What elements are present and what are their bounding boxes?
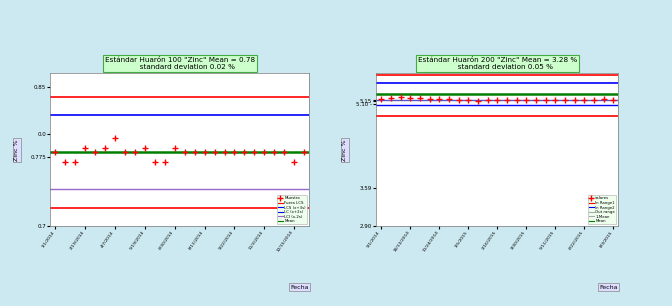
Point — [472, 98, 483, 103]
Point — [269, 150, 280, 155]
Point — [589, 97, 599, 102]
Point — [531, 97, 542, 102]
Point — [149, 159, 160, 164]
Point — [239, 150, 250, 155]
Point — [453, 97, 464, 102]
Point — [140, 145, 151, 150]
Point — [521, 98, 532, 103]
Point — [482, 98, 493, 103]
Point — [130, 150, 140, 155]
Point — [405, 95, 415, 100]
Title: Estándar Huarón 100 "Zinc" Mean = 0.78
       standard deviation 0.02 %: Estándar Huarón 100 "Zinc" Mean = 0.78 s… — [105, 57, 255, 70]
Point — [386, 95, 396, 100]
Point — [249, 150, 260, 155]
Point — [200, 150, 210, 155]
Point — [299, 150, 310, 155]
Point — [190, 150, 200, 155]
Point — [569, 97, 580, 102]
Point — [50, 150, 60, 155]
Text: Zinc %: Zinc % — [342, 139, 347, 161]
Text: Zinc %: Zinc % — [14, 139, 19, 161]
Point — [80, 145, 91, 150]
Legend: valores, In Range1, In Range2, Out range, 1-Mean, Mean: valores, In Range1, In Range2, Out range… — [588, 195, 616, 225]
Point — [110, 136, 120, 141]
Point — [376, 97, 386, 102]
Point — [415, 96, 425, 101]
Point — [540, 97, 551, 102]
Point — [120, 150, 130, 155]
Point — [550, 98, 560, 103]
Point — [511, 98, 522, 103]
Legend: Muestra, Fuera LCS, LCS (x+3s), LC (x+2s), LCI (x-2s), Mean: Muestra, Fuera LCS, LCS (x+3s), LC (x+2s… — [277, 195, 307, 225]
Point — [169, 145, 180, 150]
Text: Fecha: Fecha — [599, 285, 618, 289]
Point — [60, 159, 71, 164]
Point — [434, 96, 445, 101]
Point — [492, 98, 503, 103]
Point — [179, 150, 190, 155]
Point — [90, 150, 101, 155]
Point — [501, 98, 512, 103]
Point — [444, 97, 454, 102]
Point — [70, 159, 81, 164]
Point — [579, 97, 590, 102]
Point — [159, 159, 170, 164]
Point — [279, 150, 290, 155]
Point — [219, 150, 230, 155]
Point — [463, 98, 474, 103]
Point — [229, 150, 240, 155]
Title: Estándar Huarón 200 "Zinc" Mean = 3.28 %
       standard deviation 0.05 %: Estándar Huarón 200 "Zinc" Mean = 3.28 %… — [418, 57, 577, 70]
Point — [99, 145, 110, 150]
Point — [560, 98, 571, 103]
Point — [608, 97, 619, 102]
Point — [209, 150, 220, 155]
Point — [598, 97, 609, 102]
Point — [289, 159, 300, 164]
Point — [259, 150, 269, 155]
Point — [424, 96, 435, 101]
Text: Fecha: Fecha — [290, 285, 309, 289]
Point — [395, 95, 406, 100]
